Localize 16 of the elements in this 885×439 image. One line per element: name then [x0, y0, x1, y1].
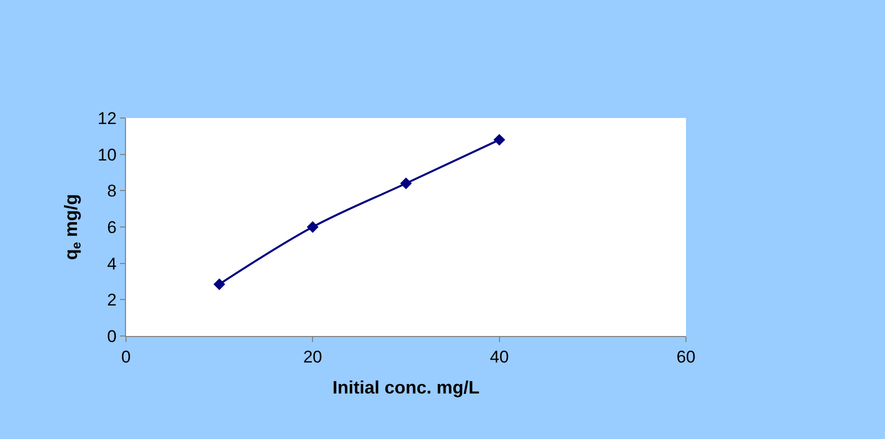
point	[306, 221, 319, 233]
x-tick-label: 60	[676, 347, 696, 366]
y-tick-label: 2	[107, 290, 117, 310]
y-tick-label: 4	[107, 254, 117, 274]
y-tick-label: 0	[107, 326, 117, 346]
y-tick-label: 8	[107, 182, 117, 201]
y-tick-label: 10	[98, 145, 117, 164]
point	[400, 178, 412, 190]
x-tick-label: 20	[303, 347, 322, 366]
point	[213, 278, 226, 290]
x-tick-label: 40	[490, 347, 509, 366]
x-axis-title: Initial conc. mg/L	[332, 378, 480, 398]
point	[493, 134, 506, 146]
y-tick-label: 6	[107, 218, 117, 237]
x-tick-label: 0	[121, 347, 131, 366]
y-tick-label: 12	[98, 108, 117, 128]
